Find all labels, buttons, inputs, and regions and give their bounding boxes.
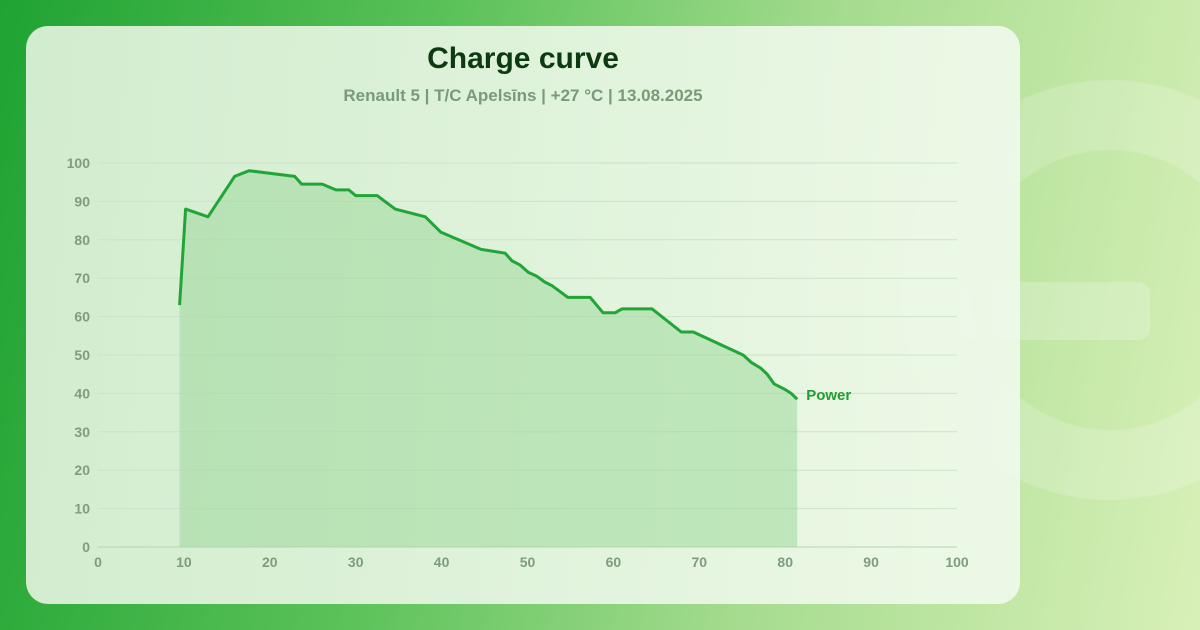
- chart-plot: 0 10 20 30 40 50 60 70 80 90 100 0 10 20 30 40 50 60 70 80 9…: [67, 155, 969, 570]
- y-tick-label: 0: [82, 539, 90, 555]
- y-tick-label: 20: [74, 462, 90, 478]
- y-tick-label: 10: [74, 501, 90, 517]
- x-tick-label: 60: [606, 554, 622, 570]
- y-tick-label: 100: [67, 155, 91, 171]
- y-tick-label: 50: [74, 347, 90, 363]
- y-tick-label: 60: [74, 309, 90, 325]
- y-tick-label: 90: [74, 193, 90, 209]
- y-tick-label: 30: [74, 424, 90, 440]
- series-area: [179, 170, 798, 547]
- series-label: Power: [806, 387, 851, 404]
- chart-subtitle: Renault 5 | T/C Apelsīns | +27 °C | 13.0…: [343, 86, 703, 105]
- x-tick-label: 40: [434, 554, 450, 570]
- y-tick-label: 40: [74, 385, 90, 401]
- x-tick-label: 50: [520, 554, 536, 570]
- x-tick-label: 10: [176, 554, 192, 570]
- y-tick-label: 80: [74, 232, 90, 248]
- x-tick-label: 0: [94, 554, 102, 570]
- x-tick-label: 30: [348, 554, 364, 570]
- x-tick-label: 100: [945, 554, 969, 570]
- series-line: [178, 169, 799, 401]
- x-tick-label: 90: [863, 554, 879, 570]
- x-tick-label: 20: [262, 554, 278, 570]
- x-tick-label: 70: [692, 554, 708, 570]
- y-tick-label: 70: [74, 270, 90, 286]
- x-tick-label: 80: [777, 554, 793, 570]
- chart-title: Charge curve: [427, 42, 619, 75]
